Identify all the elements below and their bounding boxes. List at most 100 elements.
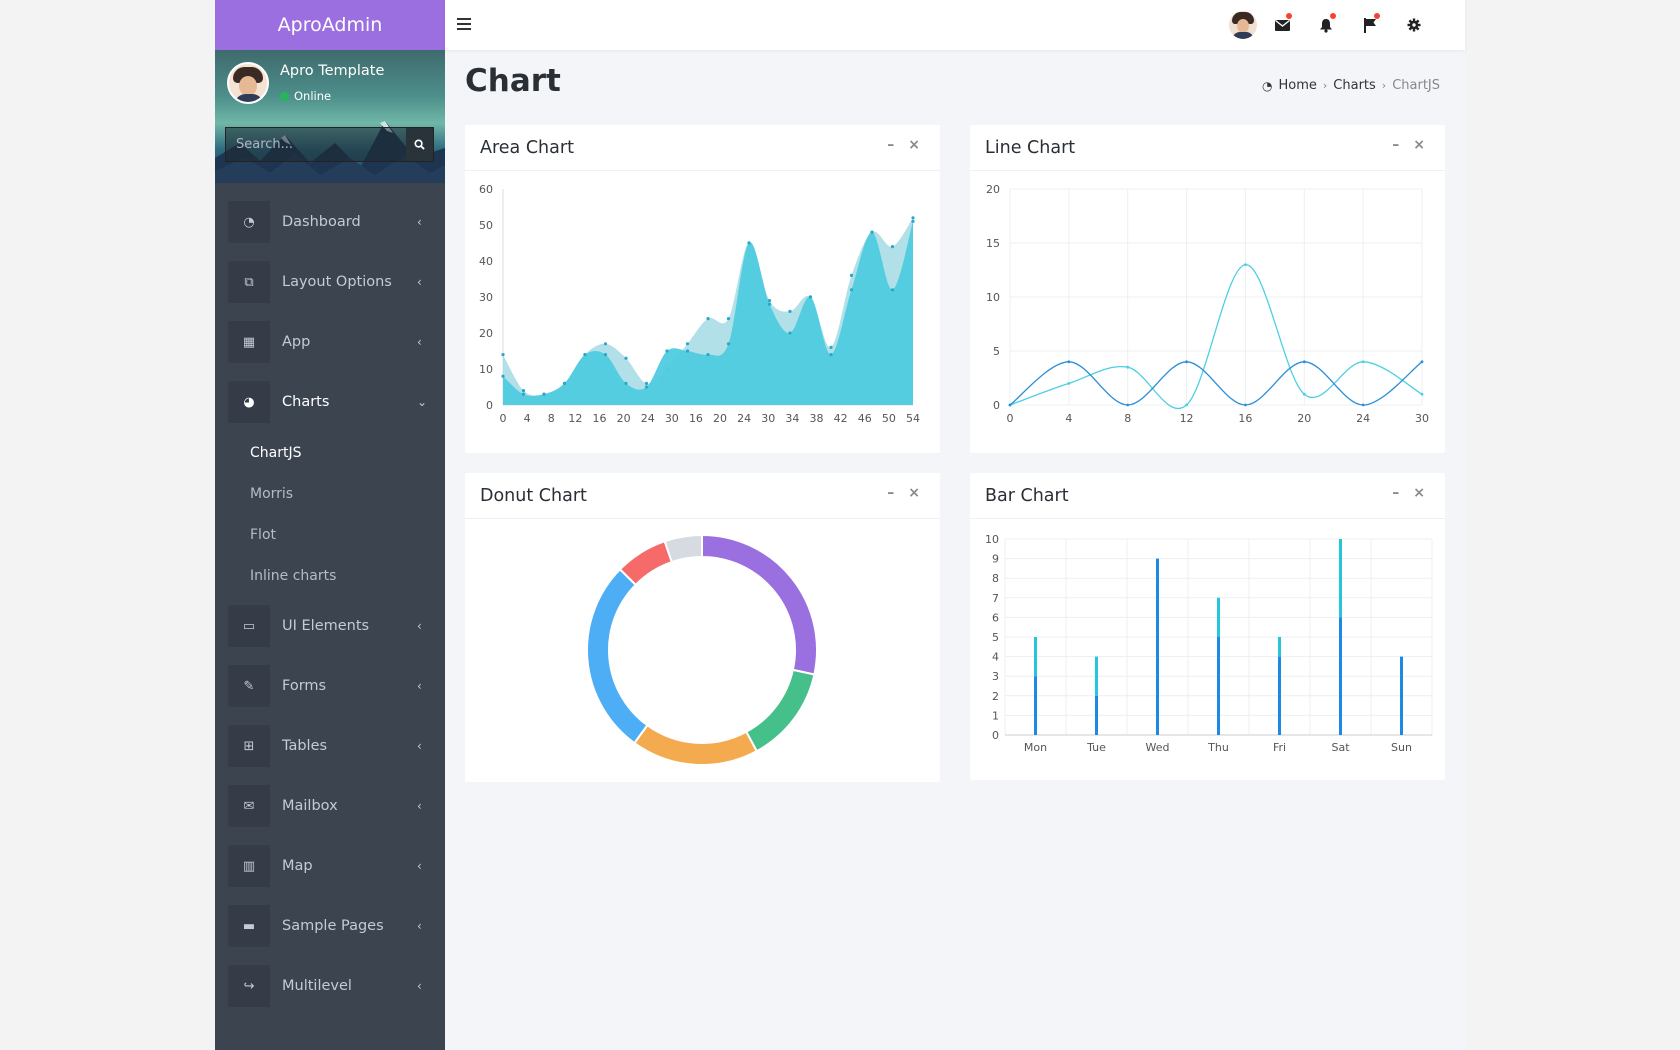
line-series-2: [1009, 361, 1423, 406]
hamburger-menu-icon[interactable]: [457, 18, 471, 30]
donut-slice: [744, 668, 816, 753]
x-tick-label: Tue: [1086, 741, 1106, 754]
y-tick-label: 6: [992, 611, 999, 624]
brand-logo[interactable]: AproAdmin: [215, 0, 445, 50]
breadcrumb-charts[interactable]: Charts: [1333, 78, 1376, 93]
laptop-icon: ▭: [228, 605, 270, 647]
sidebar-item-multilevel[interactable]: ↪ Multilevel ‹: [215, 956, 445, 1016]
settings-button[interactable]: [1405, 16, 1423, 34]
chevron-left-icon: ‹: [417, 335, 422, 349]
chevron-left-icon: ‹: [417, 979, 422, 993]
line-series-1: [1009, 263, 1423, 409]
sidebar-item-mailbox[interactable]: ✉ Mailbox ‹: [215, 776, 445, 836]
notifications-button[interactable]: [1317, 13, 1336, 34]
x-tick-label: 8: [1124, 412, 1131, 425]
sidebar-item-tables[interactable]: ⊞ Tables ‹: [215, 716, 445, 776]
bar-chart: 0 1 2 3 4 5 6 7 8 9 10 Mon Tue Wed Thu Fri Sat Sun: [985, 533, 1433, 754]
flags-button[interactable]: [1361, 13, 1380, 34]
search-input[interactable]: [226, 128, 406, 161]
close-icon[interactable]: ×: [908, 485, 920, 501]
sidebar-item-label: Sample Pages: [282, 918, 384, 934]
box-tools: – ×: [1392, 485, 1425, 501]
y-tick-label: 0: [486, 399, 493, 412]
box-header: Area Chart – ×: [465, 125, 940, 171]
close-icon[interactable]: ×: [908, 137, 920, 153]
sidebar-item-charts[interactable]: ◕ Charts ⌄: [215, 372, 445, 432]
submenu-item-flot[interactable]: Flot: [250, 526, 276, 543]
x-tick-label: 20: [617, 412, 631, 425]
y-tick-label: 30: [479, 291, 493, 304]
chevron-left-icon: ‹: [417, 919, 422, 933]
x-tick-label: 30: [665, 412, 679, 425]
edit-icon: ✎: [228, 665, 270, 707]
bar-stack-thu: [1217, 597, 1220, 637]
bar-chart-box: Bar Chart – × 0 1 2 3 4 5 6 7 8 9 10 Mon Tue Wed Thu Fr…: [970, 473, 1445, 780]
minimize-icon[interactable]: –: [1392, 485, 1400, 501]
x-tick-label: 46: [858, 412, 872, 425]
data-point: [1185, 403, 1188, 407]
close-icon[interactable]: ×: [1413, 485, 1425, 501]
breadcrumb-current: ChartJS: [1392, 78, 1440, 93]
sidebar-item-sample-pages[interactable]: ▬ Sample Pages ‹: [215, 896, 445, 956]
user-status-text: Online: [294, 89, 332, 103]
data-point: [644, 385, 649, 389]
data-point: [1361, 360, 1365, 364]
messages-button[interactable]: [1273, 13, 1292, 34]
x-tick-label: Wed: [1146, 741, 1170, 754]
data-point: [1067, 382, 1071, 385]
data-point: [501, 374, 505, 378]
x-tick-label: 50: [882, 412, 896, 425]
donut-slice: [663, 533, 703, 564]
box-tools: – ×: [887, 137, 920, 153]
sidebar-item-label: Dashboard: [282, 214, 361, 230]
chevron-left-icon: ‹: [417, 619, 422, 633]
flag-icon: [1364, 17, 1376, 33]
data-point: [685, 349, 690, 353]
data-point: [767, 299, 772, 303]
minimize-icon[interactable]: –: [887, 485, 895, 501]
chevron-left-icon: ‹: [417, 799, 422, 813]
sidebar-item-label: UI Elements: [282, 618, 370, 634]
line-chart-box: Line Chart – × 0 5 10 15 20 0 4 8 12 16 20 24 30: [970, 125, 1445, 453]
breadcrumb-home[interactable]: Home: [1278, 78, 1317, 93]
sidebar-item-dashboard[interactable]: ◔ Dashboard ‹: [215, 192, 445, 252]
data-point: [849, 288, 854, 292]
submenu-item-chartjs[interactable]: ChartJS: [250, 444, 302, 461]
donut-chart-box: Donut Chart – ×: [465, 473, 940, 782]
minimize-icon[interactable]: –: [887, 137, 895, 153]
envelope-icon: ✉: [228, 785, 270, 827]
grid-icon: ▦: [228, 321, 270, 363]
donut-slice: [633, 723, 759, 766]
header-user-avatar[interactable]: [1229, 11, 1257, 39]
line-chart: 0 5 10 15 20 0 4 8 12 16 20 24 30: [986, 183, 1429, 425]
search-button[interactable]: [406, 128, 433, 161]
x-tick-label: Sat: [1331, 741, 1350, 754]
data-point: [849, 273, 854, 277]
sidebar-item-layout-options[interactable]: ⧉ Layout Options ‹: [215, 252, 445, 312]
data-point: [583, 353, 587, 357]
box-title: Donut Chart: [480, 486, 587, 506]
donut-slice: [618, 539, 674, 587]
sidebar-item-app[interactable]: ▦ App ‹: [215, 312, 445, 372]
data-point: [501, 353, 505, 357]
bar-thu: [1217, 637, 1220, 735]
close-icon[interactable]: ×: [1413, 137, 1425, 153]
x-tick-label: Thu: [1207, 741, 1229, 754]
y-tick-label: 9: [992, 553, 999, 566]
x-tick-label: 34: [785, 412, 799, 425]
data-point: [1126, 403, 1130, 407]
sidebar-item-map[interactable]: ▥ Map ‹: [215, 836, 445, 896]
sidebar-item-forms[interactable]: ✎ Forms ‹: [215, 656, 445, 716]
y-tick-label: 8: [992, 572, 999, 585]
sidebar-item-ui-elements[interactable]: ▭ UI Elements ‹: [215, 596, 445, 656]
data-point: [521, 389, 526, 393]
bar-fri: [1278, 656, 1281, 735]
submenu-item-morris[interactable]: Morris: [250, 485, 294, 502]
user-avatar[interactable]: [227, 62, 269, 104]
chevron-left-icon: ‹: [417, 679, 422, 693]
submenu-item-inline-charts[interactable]: Inline charts: [250, 567, 337, 584]
y-tick-label: 5: [993, 345, 1000, 358]
x-tick-label: 20: [1297, 412, 1311, 425]
minimize-icon[interactable]: –: [1392, 137, 1400, 153]
map-icon: ▥: [228, 845, 270, 887]
